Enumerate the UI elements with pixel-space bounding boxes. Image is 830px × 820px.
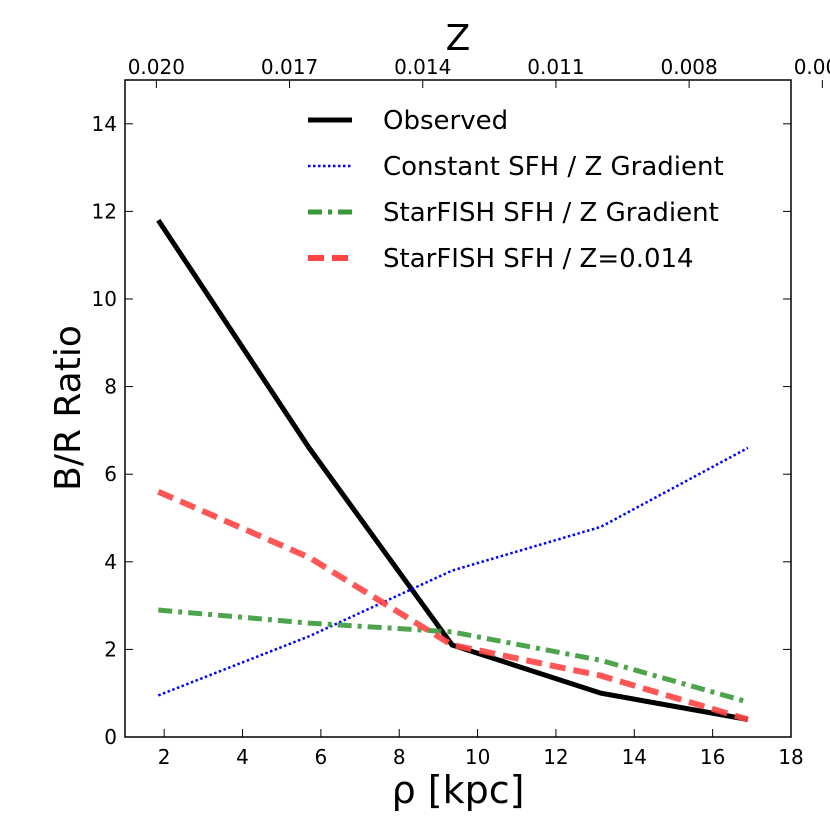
chart: 2 4 6 8 10 12 14 16 18 0 2 4 6 8 10 12 14 0.020 0.017 0.014… — [0, 0, 830, 820]
legend-label-2: Constant SFH / Z Gradient — [383, 152, 724, 182]
top-tick-label: 0.008 — [661, 55, 718, 79]
top-tick-label: 0.014 — [394, 55, 451, 79]
y-tick-label: 8 — [104, 375, 117, 399]
x-axis-title: ρ [kpc] — [392, 768, 525, 812]
x-tick-label: 2 — [158, 745, 171, 769]
x-tick-label: 12 — [543, 745, 568, 769]
x-tick-label: 6 — [315, 745, 328, 769]
y-tick-label: 4 — [104, 550, 117, 574]
y-tick-label: 2 — [104, 637, 117, 661]
legend-label-4: StarFISH SFH / Z=0.014 — [383, 244, 694, 274]
x-tick-label: 8 — [393, 745, 406, 769]
y-tick-label: 6 — [104, 462, 117, 486]
x-tick-label: 16 — [700, 745, 725, 769]
top-tick-label: 0.005 — [794, 55, 830, 79]
x-tick-label: 14 — [622, 745, 647, 769]
y-tick-label: 14 — [92, 112, 117, 136]
y-tick-label: 10 — [92, 287, 117, 311]
legend-label-1: Observed — [383, 106, 508, 136]
y-tick-label: 12 — [92, 199, 117, 223]
x-tick-label: 18 — [778, 745, 803, 769]
top-tick-label: 0.017 — [261, 55, 318, 79]
top-axis-title: Z — [446, 18, 471, 59]
y-axis-title: B/R Ratio — [48, 325, 89, 491]
top-tick-label: 0.020 — [128, 55, 185, 79]
legend-label-3: StarFISH SFH / Z Gradient — [383, 198, 719, 228]
y-tick-label: 0 — [104, 725, 117, 749]
x-tick-label: 10 — [465, 745, 490, 769]
top-tick-label: 0.011 — [527, 55, 584, 79]
x-tick-label: 4 — [236, 745, 249, 769]
